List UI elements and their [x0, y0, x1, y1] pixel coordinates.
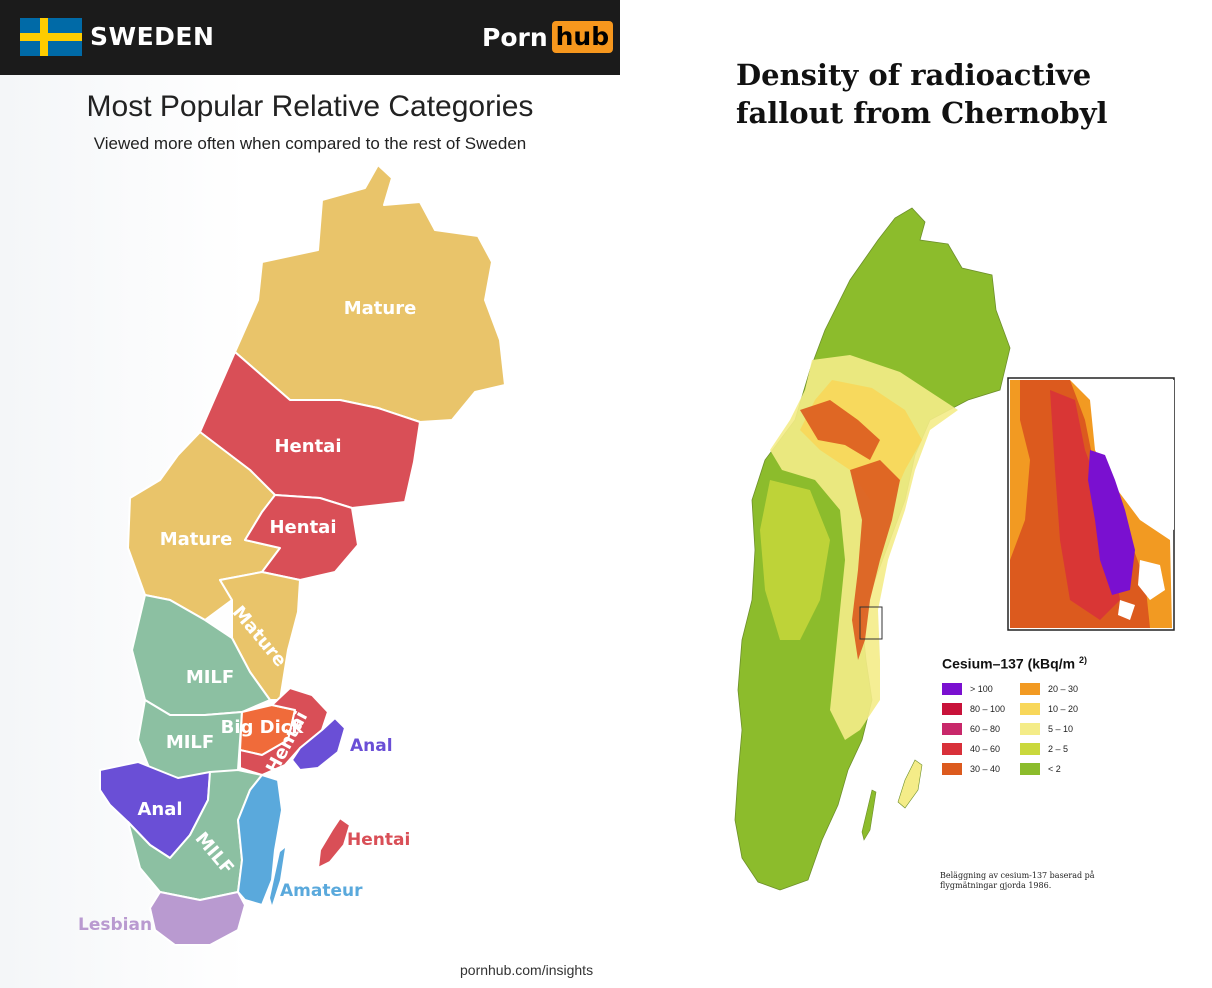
legend-label: 2 – 5 — [1048, 744, 1069, 754]
legend-swatch — [942, 723, 962, 735]
legend-item: 10 – 20 — [1020, 702, 1078, 716]
sweden-flag-icon — [20, 18, 82, 56]
fallout-gotland — [897, 759, 923, 809]
legend-swatch — [1020, 683, 1040, 695]
label-milf-1: MILF — [186, 667, 234, 688]
legend-label: > 100 — [970, 684, 993, 694]
legend-label: 30 – 40 — [970, 764, 1001, 774]
label-mature-north: Mature — [344, 298, 417, 319]
legend-label: < 2 — [1048, 764, 1061, 774]
fallout-zone-lime — [760, 480, 830, 640]
sweden-category-map: Mature Hentai Mature Hentai Mature MILF … — [78, 164, 506, 946]
map-title: Most Popular Relative Categories — [86, 90, 534, 123]
legend-item: 30 – 40 — [942, 762, 1000, 776]
label-hentai-2: Hentai — [269, 517, 336, 538]
fallout-zone-orange — [800, 400, 880, 460]
label-hentai-1: Hentai — [274, 436, 341, 457]
label-amateur: Amateur — [280, 881, 363, 901]
region-oland — [270, 848, 285, 905]
legend-label: 5 – 10 — [1048, 724, 1074, 734]
left-infographic: SWEDEN Porn hub Most Popular Relative Ca… — [0, 0, 620, 988]
legend-item: < 2 — [1020, 762, 1061, 776]
region-anal-east — [291, 717, 346, 771]
label-hentai-gotland: Hentai — [347, 830, 410, 850]
legend-label: 60 – 80 — [970, 724, 1001, 734]
logo-part-2: hub — [551, 21, 614, 53]
legend-title-unit: 2) — [1078, 655, 1087, 665]
fallout-title-line-2: fallout from Chernobyl — [736, 96, 1108, 130]
header-bar: SWEDEN Porn hub — [0, 0, 620, 75]
legend-item: 20 – 30 — [1020, 682, 1078, 696]
legend-label: 40 – 60 — [970, 744, 1001, 754]
caption-line-2: flygmätningar gjorda 1986. — [940, 881, 1052, 890]
fallout-title: Density of radioactive fallout from Cher… — [736, 56, 1108, 132]
legend-title-text: Cesium–137 (kBq/m — [942, 655, 1076, 672]
inset-zone-purple — [1088, 450, 1135, 595]
fallout-caption: Beläggning av cesium-137 baserad på flyg… — [940, 871, 1100, 891]
label-anal-west: Anal — [137, 799, 182, 820]
legend-swatch — [1020, 743, 1040, 755]
legend-item: 2 – 5 — [1020, 742, 1068, 756]
region-mature-north — [234, 164, 506, 423]
legend-swatch — [942, 763, 962, 775]
cesium-legend: > 100 80 – 100 60 – 80 40 – 60 30 – 40 2… — [942, 682, 1142, 782]
label-mature-west: Mature — [160, 529, 233, 550]
source-footer: pornhub.com/insights — [460, 962, 594, 978]
legend-item: 80 – 100 — [942, 702, 1005, 716]
region-milf-1 — [131, 594, 271, 716]
caption-line-1: Beläggning av cesium-137 baserad på — [940, 871, 1095, 880]
inset-zoom-map — [1007, 377, 1175, 631]
map-subtitle: Viewed more often when compared to the r… — [93, 134, 527, 153]
legend-swatch — [1020, 723, 1040, 735]
legend-title: Cesium–137 (kBq/m 2) — [942, 655, 1087, 672]
legend-swatch — [942, 703, 962, 715]
label-lesbian: Lesbian — [78, 915, 152, 935]
region-hentai-3 — [239, 687, 329, 776]
label-anal-east: Anal — [350, 736, 393, 756]
inset-marker — [859, 606, 883, 640]
label-big-dick: Big Dick — [221, 717, 305, 738]
legend-swatch — [1020, 763, 1040, 775]
country-title: SWEDEN — [90, 22, 215, 51]
logo-part-1: Porn — [482, 22, 548, 52]
brand-logo: Porn hub — [482, 20, 614, 54]
region-lesbian — [149, 891, 246, 946]
fallout-title-line-1: Density of radioactive — [736, 58, 1092, 92]
legend-item: > 100 — [942, 682, 993, 696]
fallout-oland — [861, 789, 877, 841]
fallout-zone-orange-2 — [850, 460, 900, 660]
legend-item: 5 – 10 — [1020, 722, 1073, 736]
legend-label: 10 – 20 — [1048, 704, 1079, 714]
legend-swatch — [942, 683, 962, 695]
region-amateur — [237, 774, 283, 906]
region-hentai-gotland — [317, 817, 351, 869]
legend-item: 60 – 80 — [942, 722, 1000, 736]
label-milf-2: MILF — [166, 732, 214, 753]
legend-swatch — [1020, 703, 1040, 715]
legend-swatch — [942, 743, 962, 755]
legend-label: 20 – 30 — [1048, 684, 1079, 694]
legend-label: 80 – 100 — [970, 704, 1006, 714]
legend-item: 40 – 60 — [942, 742, 1000, 756]
